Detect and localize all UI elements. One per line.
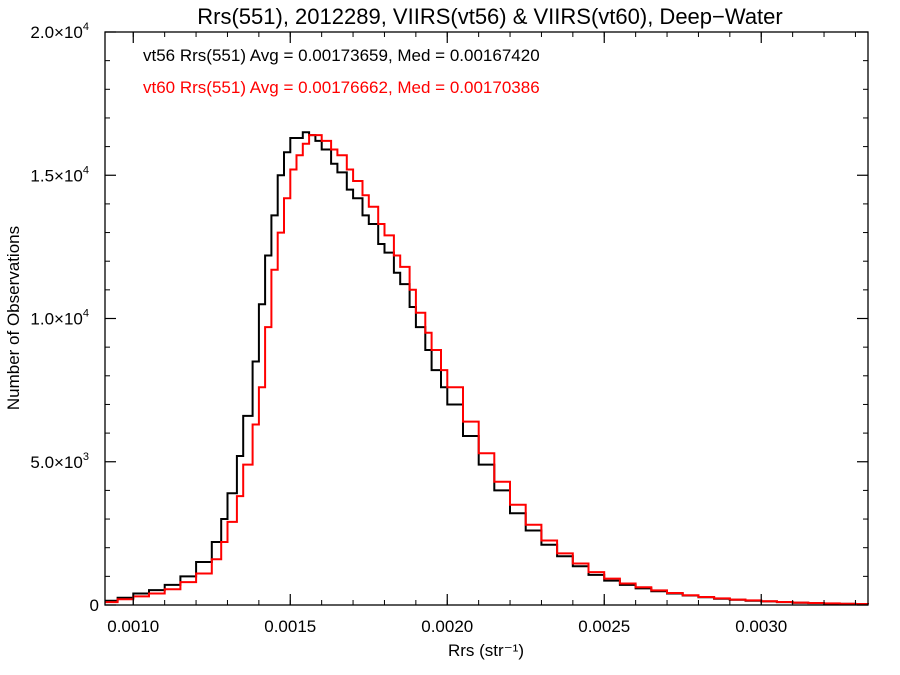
x-axis: 0.0010 0.0015 0.0020 0.0025 0.0030 (107, 32, 856, 636)
x-axis-label: Rrs (str⁻¹) (448, 641, 524, 660)
x-tick-label: 0.0030 (735, 617, 787, 636)
annotation-vt60-stats: vt60 Rrs(551) Avg = 0.00176662, Med = 0.… (143, 78, 540, 97)
series-line-vt60 (105, 134, 869, 605)
y-tick-label: 5.0×103 (30, 451, 89, 472)
annotation-vt56-stats: vt56 Rrs(551) Avg = 0.00173659, Med = 0.… (143, 46, 540, 65)
y-tick-exponent: 4 (83, 308, 89, 320)
y-tick-label: 1.0×104 (30, 308, 89, 329)
y-tick-label: 0 (90, 596, 99, 615)
y-tick-label: 2.0×104 (30, 21, 89, 42)
y-tick-exponent: 4 (83, 21, 89, 33)
y-axis-label: Number of Observations (4, 226, 23, 410)
y-tick-label: 1.5×104 (30, 164, 89, 185)
x-tick-label: 0.0015 (264, 617, 316, 636)
y-axis: 0 5.0×103 1.0×104 1.5×104 2.0×104 (30, 21, 868, 615)
y-tick-exponent: 4 (83, 164, 89, 176)
x-tick-label: 0.0010 (107, 617, 159, 636)
x-tick-label: 0.0020 (421, 617, 473, 636)
y-tick-exponent: 3 (83, 451, 89, 463)
plot-series (105, 131, 869, 606)
chart-title: Rrs(551), 2012289, VIIRS(vt56) & VIIRS(v… (197, 4, 782, 29)
x-tick-label: 0.0025 (578, 617, 630, 636)
